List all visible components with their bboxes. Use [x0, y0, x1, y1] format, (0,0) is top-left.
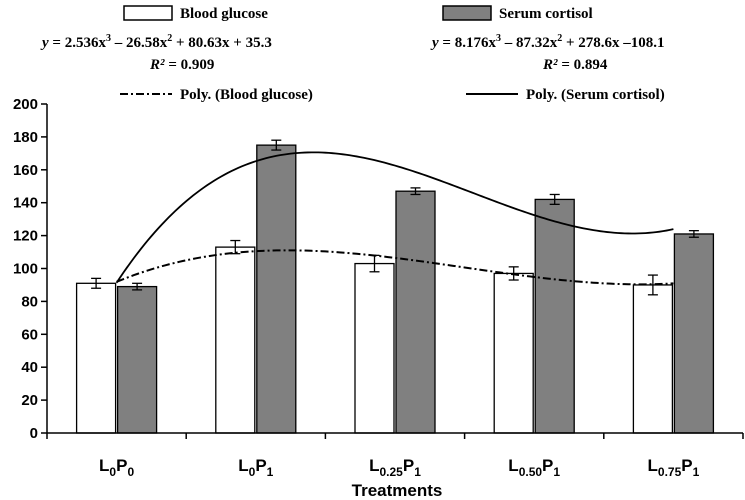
eq-bg-b: – 26.58x — [111, 35, 168, 51]
bars — [75, 144, 715, 434]
x-tick-label-part: P — [116, 456, 127, 475]
x-tick-label-2: L0.25P1 — [369, 456, 421, 479]
y-tick-label-100: 100 — [13, 261, 38, 278]
legend-label-blood-glucose: Blood glucose — [180, 6, 268, 22]
x-axis: L0P0 L0P1 L0.25P1 L0.50P1 L0.75P1 — [46, 432, 744, 479]
bar-blood-glucose-3 — [493, 272, 534, 434]
x-tick-label-0: L0P0 — [99, 456, 134, 479]
x-tick-label-part: 0 — [249, 465, 256, 479]
r2-bg-value: 0.909 — [181, 57, 215, 73]
x-tick-label-part: 0 — [109, 465, 116, 479]
bar-blood-glucose-1 — [215, 246, 256, 434]
eq-sc-a: = 8.176x — [439, 35, 497, 51]
x-tick-label-part: L — [369, 456, 379, 475]
y-tick-label-60: 60 — [21, 326, 38, 343]
x-tick-label-part: 0 — [127, 465, 134, 479]
x-tick-label-part: L — [238, 456, 248, 475]
bar-serum-cortisol-0 — [116, 285, 158, 434]
bar-serum-cortisol-3 — [534, 198, 575, 434]
x-tick-label-1: L0P1 — [238, 456, 273, 479]
eq-sc-exp2: 2 — [557, 33, 562, 44]
x-tick-label-part: P — [255, 456, 266, 475]
eq-sc-exp3: 3 — [496, 33, 501, 44]
x-tick-label-3: L0.50P1 — [508, 456, 560, 479]
x-tick-label-part: 1 — [267, 465, 274, 479]
eq-bg-y: y — [40, 35, 49, 51]
y-tick-label-120: 120 — [13, 228, 38, 245]
bar-serum-cortisol-1 — [256, 144, 297, 434]
legend-label-poly-serum-cortisol: Poly. (Serum cortisol) — [526, 87, 665, 103]
x-tick-label-part: 1 — [693, 465, 700, 479]
y-tick-label-140: 140 — [13, 195, 38, 212]
eq-bg-exp3: 3 — [106, 33, 111, 44]
bar-serum-cortisol-2 — [395, 190, 436, 434]
y-tick-label-20: 20 — [21, 392, 38, 409]
eq-bg-c: + 80.63x + 35.3 — [172, 35, 272, 51]
y-tick-label-0: 0 — [30, 425, 38, 442]
bar-blood-glucose-0 — [75, 282, 117, 434]
bar-blood-glucose-2 — [354, 262, 395, 434]
r2-bg-label: R² = — [149, 57, 181, 73]
r2-sc-label: R² = — [542, 57, 574, 73]
eq-sc-c: + 278.6x –108.1 — [562, 35, 664, 51]
x-tick-label-part: L — [648, 456, 658, 475]
x-tick-label-part: 0.25 — [380, 465, 404, 479]
legend-label-poly-blood-glucose: Poly. (Blood glucose) — [180, 87, 313, 103]
x-tick-label-part: 0.50 — [519, 465, 543, 479]
y-tick-label-80: 80 — [21, 293, 38, 310]
equation-serum-cortisol: y = 8.176x3 – 87.32x2 + 278.6x –108.1 — [430, 33, 665, 51]
y-tick-label-160: 160 — [13, 162, 38, 179]
legend-swatch-serum-cortisol — [442, 5, 492, 21]
x-axis-title: Treatments — [352, 481, 443, 500]
x-tick-label-4: L0.75P1 — [648, 456, 700, 479]
y-axis: 0 20 40 60 80 100 120 140 160 180 200 — [13, 96, 48, 442]
x-tick-label-part: P — [681, 456, 692, 475]
legend-swatch-blood-glucose — [123, 5, 173, 21]
x-tick-label-part: L — [99, 456, 109, 475]
eq-sc-y: y — [430, 35, 439, 51]
legend-label-serum-cortisol: Serum cortisol — [499, 6, 593, 22]
y-tick-label-180: 180 — [13, 129, 38, 146]
y-tick-label-40: 40 — [21, 359, 38, 376]
x-tick-label-part: 1 — [414, 465, 421, 479]
x-tick-label-part: L — [508, 456, 518, 475]
trendline-blood-glucose — [116, 249, 674, 286]
x-tick-label-part: 1 — [553, 465, 560, 479]
trendlines — [115, 151, 674, 286]
x-tick-label-part: P — [542, 456, 553, 475]
eq-bg-exp2: 2 — [167, 33, 172, 44]
x-tick-label-part: P — [403, 456, 414, 475]
eq-bg-a: = 2.536x — [49, 35, 107, 51]
x-tick-label-part: 0.75 — [658, 465, 682, 479]
bar-serum-cortisol-4 — [673, 233, 715, 434]
equation-blood-glucose: y = 2.536x3 – 26.58x2 + 80.63x + 35.3 — [40, 33, 272, 51]
r2-blood-glucose: R² = 0.909 — [149, 57, 214, 73]
bar-blood-glucose-4 — [632, 284, 674, 434]
r2-sc-value: 0.894 — [574, 57, 608, 73]
error-bars — [91, 139, 699, 296]
eq-sc-b: – 87.32x — [501, 35, 558, 51]
trendline-serum-cortisol — [115, 151, 674, 284]
y-tick-label-200: 200 — [13, 96, 38, 113]
r2-serum-cortisol: R² = 0.894 — [542, 57, 608, 73]
